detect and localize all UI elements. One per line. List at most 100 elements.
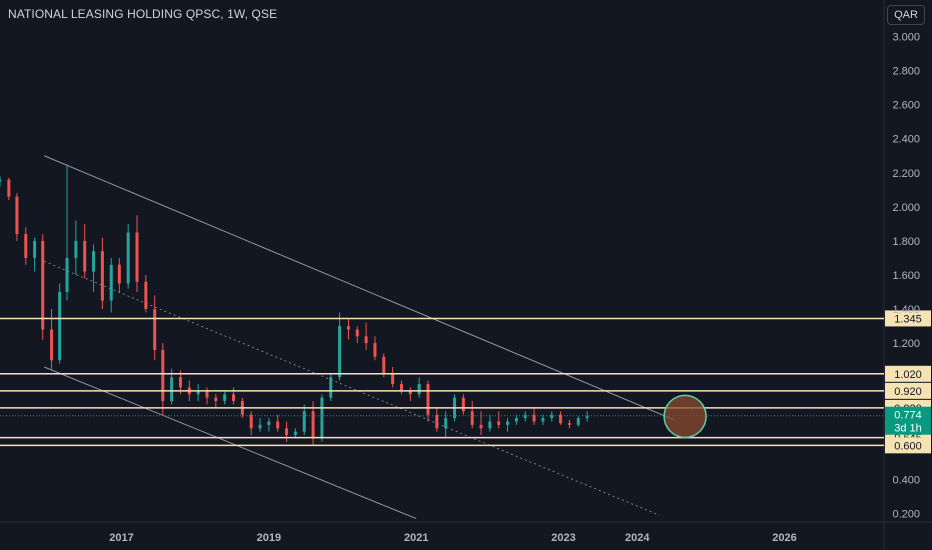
candle-body — [258, 424, 262, 429]
level-tag — [885, 437, 931, 454]
candle-body — [50, 329, 54, 361]
candle-body — [24, 234, 28, 258]
candle-body — [382, 356, 386, 374]
countdown-label: 3d 1h — [894, 423, 922, 435]
currency-button[interactable]: QAR — [887, 5, 925, 25]
level-tag — [885, 382, 931, 399]
x-tick-label: 2023 — [551, 532, 575, 544]
x-tick-label: 2019 — [257, 532, 281, 544]
candle-body — [391, 373, 395, 385]
candle-body — [109, 264, 113, 301]
candle-body — [170, 377, 174, 402]
candle-body — [83, 240, 87, 272]
candle-body — [7, 179, 11, 197]
candle-body — [92, 251, 96, 272]
x-tick-label: 2017 — [109, 532, 133, 544]
y-tick-label: 1.600 — [892, 270, 920, 282]
symbol-title: NATIONAL LEASING HOLDING QPSC, 1W, QSE — [8, 7, 278, 21]
candle-body — [461, 397, 465, 412]
candle-body — [100, 251, 104, 301]
candle-body — [161, 349, 165, 402]
y-tick-label: 1.800 — [892, 236, 920, 248]
candle-body — [426, 384, 430, 415]
candle-body — [506, 421, 510, 425]
candle-body — [65, 257, 69, 293]
y-tick-label: 1.200 — [892, 338, 920, 350]
channel-line — [44, 155, 675, 421]
level-label: 1.345 — [894, 313, 922, 325]
candle-body — [205, 390, 209, 398]
candle-body — [223, 394, 227, 402]
candle-body — [532, 414, 536, 422]
y-tick-label: 2.600 — [892, 100, 920, 112]
candle-body — [355, 329, 359, 337]
candle-body — [285, 428, 289, 436]
candle-body — [267, 421, 271, 425]
candle-body — [178, 377, 182, 388]
candle-body — [276, 421, 280, 429]
candle-body — [417, 384, 421, 395]
x-tick-label: 2026 — [772, 532, 796, 544]
y-tick-label: 2.200 — [892, 168, 920, 180]
candle-body — [444, 418, 448, 429]
candle-body — [329, 377, 333, 398]
channel-line — [44, 366, 417, 520]
last-price-tag — [885, 406, 931, 435]
candle-body — [364, 336, 368, 344]
candle-body — [135, 232, 139, 282]
candle-body — [550, 414, 554, 419]
candle-body — [585, 416, 589, 419]
candle-body — [0, 179, 2, 182]
level-label: 0.600 — [894, 440, 922, 452]
candle-body — [408, 390, 412, 395]
candle-body — [196, 390, 200, 395]
candle-body — [214, 397, 218, 402]
candle-body — [153, 309, 157, 350]
y-tick-label: 2.400 — [892, 134, 920, 146]
level-label: 1.020 — [894, 369, 922, 381]
candle-body — [15, 196, 19, 235]
time-axis: 2017 2019 2021 2023 2024 2026 — [109, 532, 796, 544]
candle-body — [576, 418, 580, 425]
y-tick-label: 2.000 — [892, 202, 920, 214]
candle-body — [567, 423, 571, 425]
candle-body — [117, 264, 121, 284]
x-tick-label: 2021 — [404, 532, 428, 544]
candle-body — [399, 384, 403, 391]
candle-body — [559, 414, 563, 424]
y-tick-label: 3.000 — [892, 32, 920, 44]
y-tick-label: 0.200 — [892, 508, 920, 520]
candle-body — [338, 326, 342, 378]
candle-body — [523, 414, 527, 419]
candle-body — [249, 414, 253, 429]
candle-body — [311, 411, 315, 439]
candle-body — [497, 421, 501, 425]
y-tick-label: 0.400 — [892, 474, 920, 486]
price-axis: 3.000 2.800 2.600 2.400 2.200 2.000 1.800 1.600… — [892, 32, 920, 521]
candle-body — [33, 240, 37, 258]
candle-body — [293, 431, 297, 436]
level-tag — [885, 365, 931, 382]
y-tick-label: 2.800 — [892, 66, 920, 78]
highlight-circle — [663, 394, 707, 439]
candle-body — [320, 397, 324, 439]
candle-body — [470, 411, 474, 425]
candle-body — [232, 394, 236, 402]
candle-body — [58, 292, 62, 361]
candle-body — [488, 421, 492, 429]
candle-body — [41, 240, 45, 330]
candle-body — [541, 418, 545, 422]
candle-body — [144, 281, 148, 310]
level-tag — [885, 310, 931, 327]
candle-body — [346, 326, 350, 330]
candle-body — [126, 232, 130, 284]
candle-body — [435, 414, 439, 429]
candle-body — [74, 240, 78, 258]
level-label: 0.920 — [894, 386, 922, 398]
candle-body — [373, 343, 377, 357]
candle-body — [302, 411, 306, 432]
